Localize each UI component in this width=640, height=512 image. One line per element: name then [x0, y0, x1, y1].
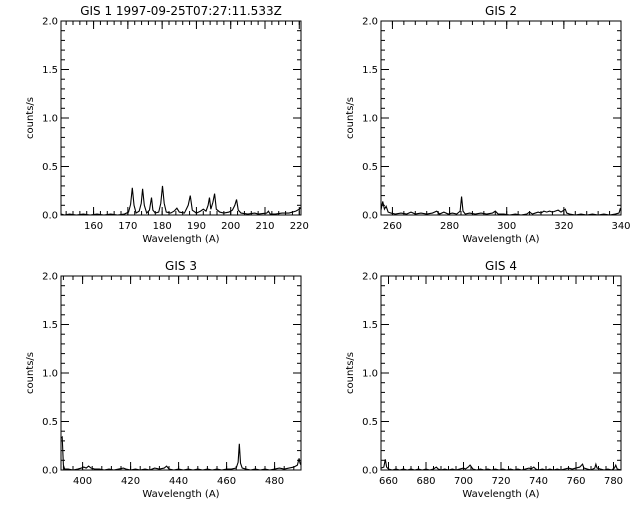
x-tick-label: 720: [491, 476, 510, 487]
y-tick-label: 2.0: [362, 272, 378, 283]
x-axis-title: Wavelength (A): [142, 489, 219, 500]
y-tick-label: 1.0: [362, 114, 378, 125]
y-axis-title: counts/s: [25, 352, 36, 394]
y-tick-label: 1.0: [362, 369, 378, 380]
y-tick-label: 1.5: [42, 320, 58, 331]
chart-panel-3: 0.0 0.5 1.0 1.5 2.0 400 420 440 460 480 GIS 3 Wavel…: [25, 259, 302, 500]
x-tick-label: 160: [84, 221, 103, 232]
chart-panel-1: 0.0 0.5 1.0 1.5 2.0 160 170 180 190 200 210 220 GIS …: [25, 4, 309, 245]
x-axis-title: Wavelength (A): [462, 489, 539, 500]
x-tick-label: 280: [440, 221, 459, 232]
x-tick-label: 740: [529, 476, 548, 487]
x-tick-label: 340: [611, 221, 630, 232]
x-tick-label: 210: [255, 221, 274, 232]
y-tick-label: 0.0: [362, 211, 378, 222]
y-tick-label: 2.0: [42, 272, 58, 283]
y-tick-label: 1.5: [42, 65, 58, 76]
y-tick-label: 1.5: [362, 320, 378, 331]
y-tick-label: 1.0: [42, 369, 58, 380]
chart-title: GIS 2: [485, 4, 517, 18]
chart-panel-2: 0.0 0.5 1.0 1.5 2.0 260 280 300 320 340 GIS 2 Wavel…: [345, 4, 631, 245]
x-tick-label: 400: [73, 476, 92, 487]
x-tick-label: 300: [497, 221, 516, 232]
chart-title: GIS 3: [165, 259, 197, 273]
y-tick-label: 0.5: [362, 417, 378, 428]
x-axis-title: Wavelength (A): [142, 234, 219, 245]
x-tick-label: 460: [217, 476, 236, 487]
chart-panel-4: 0.0 0.5 1.0 1.5 2.0 660 680 700 720 740 760 780 GIS …: [345, 259, 623, 500]
y-tick-label: 2.0: [42, 17, 58, 28]
y-axis-title: counts/s: [345, 97, 356, 139]
y-tick-label: 0.5: [362, 162, 378, 173]
x-tick-label: 680: [416, 476, 435, 487]
x-tick-label: 420: [121, 476, 140, 487]
y-tick-label: 0.5: [42, 417, 58, 428]
y-tick-label: 0.0: [362, 466, 378, 477]
y-tick-label: 2.0: [362, 17, 378, 28]
x-tick-label: 760: [566, 476, 585, 487]
y-tick-label: 1.0: [42, 114, 58, 125]
x-axis-title: Wavelength (A): [462, 234, 539, 245]
x-tick-label: 260: [383, 221, 402, 232]
x-tick-label: 660: [379, 476, 398, 487]
chart-title: GIS 1 1997-09-25T07:27:11.533Z: [80, 4, 282, 18]
x-tick-label: 170: [118, 221, 137, 232]
y-tick-label: 0.5: [42, 162, 58, 173]
series-line: [61, 185, 301, 215]
x-tick-label: 780: [604, 476, 623, 487]
x-tick-label: 440: [169, 476, 188, 487]
x-tick-label: 480: [265, 476, 284, 487]
y-axis-title: counts/s: [345, 352, 356, 394]
y-tick-label: 1.5: [362, 65, 378, 76]
y-tick-label: 0.0: [42, 466, 58, 477]
x-tick-label: 200: [221, 221, 240, 232]
chart-title: GIS 4: [485, 259, 517, 273]
x-tick-label: 700: [454, 476, 473, 487]
y-axis-title: counts/s: [25, 97, 36, 139]
x-tick-label: 180: [153, 221, 172, 232]
x-tick-label: 320: [554, 221, 573, 232]
y-tick-label: 0.0: [42, 211, 58, 222]
x-tick-label: 190: [187, 221, 206, 232]
x-tick-label: 220: [290, 221, 309, 232]
